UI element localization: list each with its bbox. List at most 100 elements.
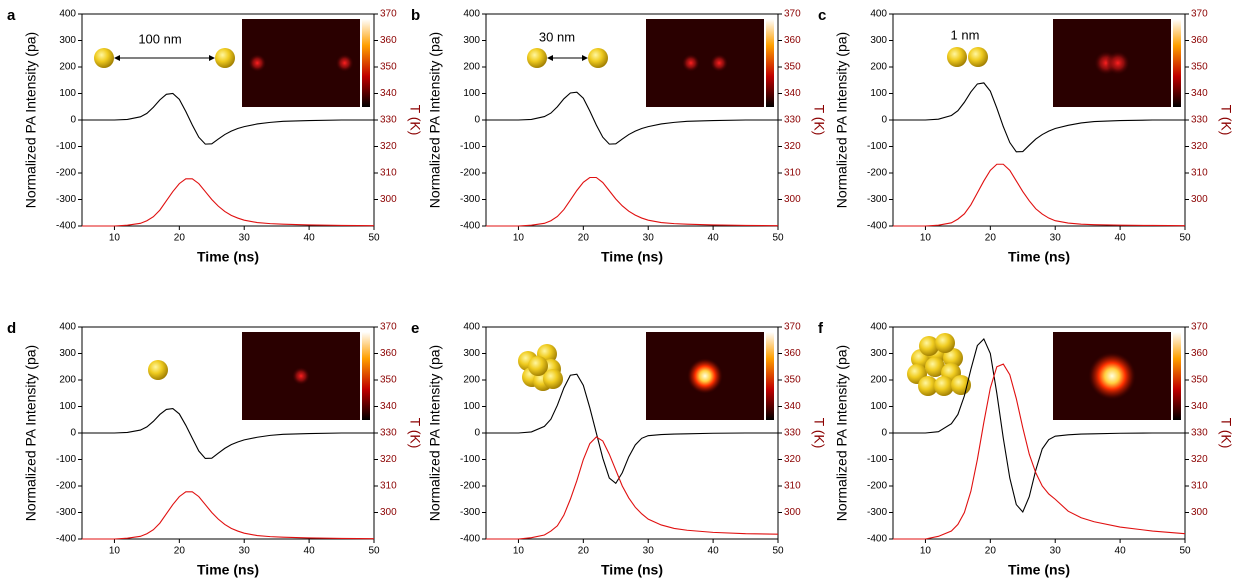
y2-tick-label: 340 xyxy=(784,88,801,99)
colorbar xyxy=(1173,332,1181,420)
y2-tick-label: 330 xyxy=(1191,115,1208,126)
x-axis-label: Time (ns) xyxy=(601,249,663,265)
y2-tick-label: 320 xyxy=(380,141,397,152)
y2-tick-label: 300 xyxy=(380,507,397,518)
hot-spot xyxy=(1105,51,1130,75)
y2-tick-label: 360 xyxy=(1191,348,1208,359)
series-line xyxy=(893,363,1186,540)
gold-sphere xyxy=(968,47,988,67)
y2-axis-label: T (K) xyxy=(811,105,827,136)
y-tick-label: 0 xyxy=(474,115,480,126)
y-tick-label: 0 xyxy=(474,428,480,439)
panel-label: a xyxy=(7,7,16,24)
x-axis-label: Time (ns) xyxy=(197,562,259,578)
y-tick-label: 200 xyxy=(870,62,887,73)
x-axis-label: Time (ns) xyxy=(601,562,663,578)
y2-tick-label: 320 xyxy=(380,454,397,465)
y2-tick-label: 350 xyxy=(380,62,397,73)
gold-sphere xyxy=(943,348,963,368)
x-tick-label: 30 xyxy=(643,546,655,557)
y-tick-label: -300 xyxy=(867,194,887,205)
y-tick-label: -300 xyxy=(460,507,480,518)
x-tick-label: 50 xyxy=(368,546,380,557)
y2-tick-label: 350 xyxy=(784,375,801,386)
y-tick-label: -100 xyxy=(867,454,887,465)
y2-tick-label: 310 xyxy=(380,168,397,179)
y2-tick-label: 310 xyxy=(1191,481,1208,492)
y2-tick-label: 310 xyxy=(380,481,397,492)
gold-sphere xyxy=(934,376,954,396)
x-tick-label: 40 xyxy=(1115,233,1127,244)
series-line xyxy=(486,91,778,145)
y2-tick-label: 300 xyxy=(784,507,801,518)
y2-tick-label: 370 xyxy=(380,322,397,333)
y-axis-label: Normalized PA Intensity (pa) xyxy=(834,345,850,521)
y-tick-label: -400 xyxy=(867,221,887,232)
y2-tick-label: 350 xyxy=(784,62,801,73)
hot-spot xyxy=(687,358,723,394)
y2-tick-label: 370 xyxy=(784,322,801,333)
y2-tick-label: 310 xyxy=(1191,168,1208,179)
y-tick-label: 300 xyxy=(463,35,480,46)
x-tick-label: 40 xyxy=(304,546,316,557)
y2-axis-label: T (K) xyxy=(407,105,423,136)
y-tick-label: 200 xyxy=(463,62,480,73)
y-tick-label: -400 xyxy=(867,534,887,545)
x-tick-label: 50 xyxy=(368,233,380,244)
hot-spot xyxy=(681,54,700,72)
y-tick-label: 100 xyxy=(870,88,887,99)
gold-sphere xyxy=(935,333,955,353)
x-tick-label: 10 xyxy=(920,233,932,244)
y-tick-label: -200 xyxy=(460,481,480,492)
x-tick-label: 10 xyxy=(920,546,932,557)
y2-tick-label: 370 xyxy=(380,9,397,20)
gold-sphere xyxy=(528,356,548,376)
series-line xyxy=(486,436,779,540)
y-tick-label: -400 xyxy=(460,534,480,545)
y2-tick-label: 360 xyxy=(1191,35,1208,46)
panel-label: b xyxy=(411,7,420,24)
panel-label: f xyxy=(818,320,824,337)
y2-tick-label: 370 xyxy=(1191,322,1208,333)
panel-label: e xyxy=(411,320,419,337)
y2-tick-label: 310 xyxy=(784,481,801,492)
y-axis-label: Normalized PA Intensity (pa) xyxy=(427,32,443,208)
panel-label: d xyxy=(7,320,16,337)
y2-tick-label: 300 xyxy=(784,194,801,205)
x-tick-label: 50 xyxy=(1179,546,1191,557)
x-tick-label: 30 xyxy=(1050,233,1062,244)
x-tick-label: 30 xyxy=(1050,546,1062,557)
y2-tick-label: 360 xyxy=(380,348,397,359)
y-tick-label: -200 xyxy=(460,168,480,179)
y-tick-label: 400 xyxy=(870,322,887,333)
hot-spot xyxy=(248,54,267,72)
y-tick-label: 400 xyxy=(59,322,76,333)
y-tick-label: -200 xyxy=(867,481,887,492)
gold-sphere xyxy=(543,369,563,389)
x-tick-label: 50 xyxy=(1179,233,1191,244)
annotation: 30 nm xyxy=(539,29,575,44)
y2-tick-label: 320 xyxy=(784,454,801,465)
gold-sphere xyxy=(94,48,114,68)
series-line xyxy=(893,163,1186,227)
colorbar xyxy=(1173,19,1181,107)
y-tick-label: 100 xyxy=(870,401,887,412)
x-axis-label: Time (ns) xyxy=(197,249,259,265)
x-tick-label: 50 xyxy=(772,546,784,557)
y2-tick-label: 330 xyxy=(380,115,397,126)
y-tick-label: 100 xyxy=(59,88,76,99)
y2-axis-label: T (K) xyxy=(1218,418,1234,449)
y-tick-label: -100 xyxy=(460,454,480,465)
panel: f Normalized PA Intensity (pa) T (K) Time (… xyxy=(818,320,1234,578)
x-tick-label: 40 xyxy=(708,546,720,557)
y2-tick-label: 300 xyxy=(1191,507,1208,518)
y2-tick-label: 360 xyxy=(784,35,801,46)
annotation: 100 nm xyxy=(138,31,181,46)
y2-tick-label: 310 xyxy=(784,168,801,179)
y-tick-label: 300 xyxy=(870,35,887,46)
colorbar xyxy=(766,19,774,107)
y-axis-label: Normalized PA Intensity (pa) xyxy=(427,345,443,521)
y-tick-label: -100 xyxy=(460,141,480,152)
y2-axis-label: T (K) xyxy=(811,418,827,449)
y2-tick-label: 340 xyxy=(380,88,397,99)
